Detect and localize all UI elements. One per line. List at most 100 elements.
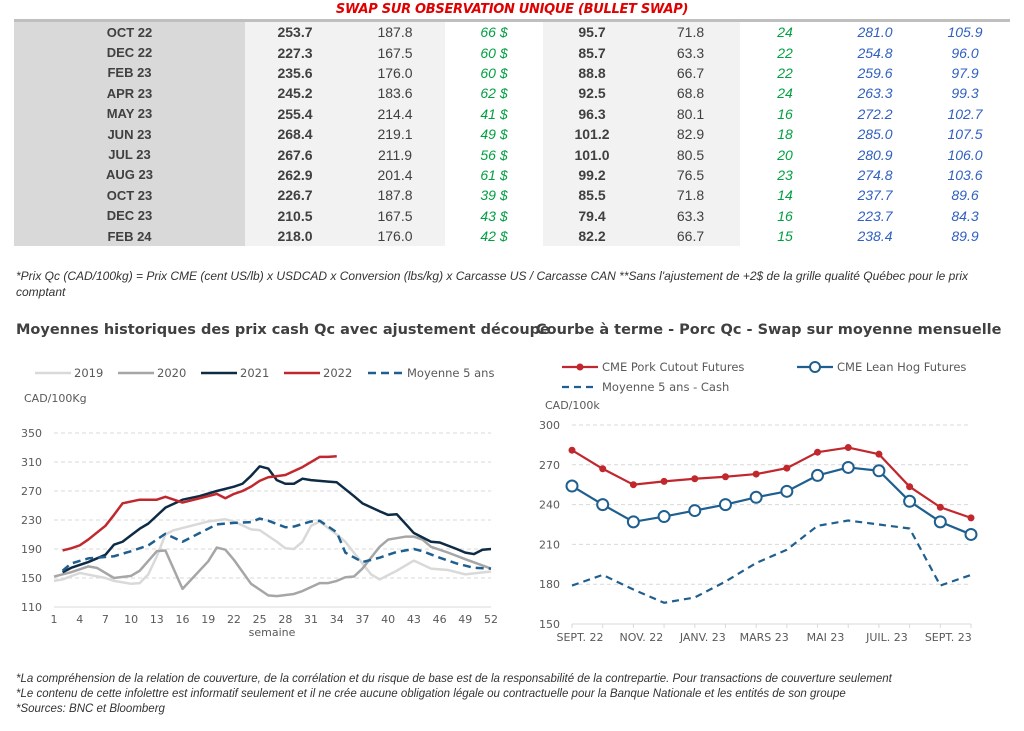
table-cell: 84.3 [951, 207, 979, 224]
table-cell: 106.0 [947, 146, 983, 163]
y-tick-label: 310 [21, 456, 42, 469]
series-line-2022 [62, 454, 337, 552]
table-cell: 285.0 [857, 126, 893, 143]
data-point [629, 481, 637, 489]
legend-label: 2019 [74, 366, 103, 380]
table-cell: 80.1 [641, 103, 740, 124]
table-cell: 16 [777, 105, 793, 122]
table-cell: 214.4 [345, 103, 445, 124]
table-cell: 79.4 [543, 205, 641, 226]
table-row: OCT 22 253.7 187.8 66 $ 95.7 71.8 24 281.0 105.9 [14, 22, 1010, 43]
x-tick-label: SEPT. 23 [925, 631, 972, 644]
table-cell: 238.4 [857, 228, 893, 245]
data-point [596, 498, 610, 512]
table-cell: 218.0 [245, 225, 345, 247]
table-cell: 60 $ [480, 64, 508, 81]
legend-label: CME Lean Hog Futures [837, 360, 966, 374]
table-cell: 176.0 [345, 225, 445, 247]
footer-note-2: *Le contenu de cette infolettre est info… [16, 688, 846, 700]
table-row: OCT 23 226.7 187.8 39 $ 85.5 71.8 14 237.7 89.6 [14, 185, 1010, 206]
table-row: APR 23 245.2 183.6 62 $ 92.5 68.8 24 263.3 99.3 [14, 83, 1010, 104]
swap-table: OCT 22 253.7 187.8 66 $95.7 71.8 24 281.0 105.9… [14, 22, 1010, 247]
table-cell: 82.2 [543, 225, 641, 247]
y-tick-label: 270 [21, 485, 42, 498]
x-tick-label: 52 [484, 613, 498, 626]
table-cell: 89.9 [951, 228, 979, 245]
data-point [811, 468, 825, 482]
data-point [780, 484, 794, 498]
y-tick-label: 110 [21, 601, 42, 614]
table-cell: 183.6 [345, 83, 445, 104]
x-tick-label: 19 [201, 613, 215, 626]
data-point [964, 527, 978, 541]
data-point [721, 473, 729, 481]
table-cell: 99.2 [543, 164, 641, 186]
series-line-2 [571, 519, 972, 604]
x-tick-label: 10 [124, 613, 138, 626]
y-axis-title: CAD/100k [545, 399, 600, 412]
table-cell: 263.3 [857, 85, 893, 102]
x-tick-label: 34 [330, 613, 344, 626]
table-cell: 201.4 [345, 164, 445, 186]
footer-note-3: *Sources: BNC et Bloomberg [16, 703, 165, 715]
y-tick-label: 270 [539, 459, 560, 472]
x-tick-label: 49 [458, 613, 472, 626]
table-cell: 274.8 [857, 166, 893, 183]
table-cell: 253.7 [245, 22, 345, 43]
table-cell: 61 $ [480, 166, 508, 183]
table-row: DEC 23 210.5 167.5 43 $ 79.4 63.3 16 223.7 84.3 [14, 205, 1010, 226]
table-cell: 101.0 [543, 144, 641, 165]
y-tick-label: 350 [21, 427, 42, 440]
y-tick-label: 190 [21, 543, 42, 556]
data-point [657, 510, 671, 524]
data-point [565, 479, 579, 493]
table-cell: 14 [777, 187, 793, 204]
table-cell: 99.3 [951, 85, 979, 102]
table-cell: 211.9 [345, 144, 445, 165]
y-tick-label: 150 [539, 618, 560, 631]
data-point [967, 514, 975, 522]
table-cell: 268.4 [245, 123, 345, 145]
legend-label: 2022 [323, 366, 352, 380]
table-cell: 20 [777, 146, 793, 163]
row-label: MAY 23 [14, 103, 245, 124]
table-cell: 92.5 [543, 83, 641, 104]
table-cell: 167.5 [345, 42, 445, 63]
table-cell: 89.6 [951, 187, 979, 204]
table-cell: 267.6 [245, 144, 345, 165]
x-axis-title: semaine [249, 626, 296, 639]
table-cell: 254.8 [857, 44, 893, 61]
table-cell: 187.8 [345, 185, 445, 206]
data-point [936, 503, 944, 511]
data-point [691, 475, 699, 483]
table-cell: 39 $ [480, 187, 508, 204]
left-chart-title: Moyennes historiques des prix cash Qc av… [16, 322, 550, 338]
table-cell: 71.8 [641, 22, 740, 43]
right-chart-title: Courbe à terme - Porc Qc - Swap sur moye… [536, 322, 1002, 338]
legend-label: CME Pork Cutout Futures [602, 360, 744, 374]
x-tick-label: 7 [102, 613, 109, 626]
table-cell: 95.7 [543, 22, 641, 43]
row-label: DEC 23 [14, 205, 245, 226]
data-point [599, 465, 607, 473]
series-line-0 [571, 446, 972, 519]
table-cell: 80.5 [641, 144, 740, 165]
table-cell: 262.9 [245, 164, 345, 186]
y-tick-label: 300 [539, 419, 560, 432]
y-tick-label: 180 [539, 578, 560, 591]
table-row: DEC 22 227.3 167.5 60 $ 85.7 63.3 22 254.8 96.0 [14, 42, 1010, 63]
row-label: APR 23 [14, 83, 245, 104]
table-cell: 24 [777, 85, 793, 102]
data-point [626, 515, 640, 529]
data-point [688, 504, 702, 518]
table-cell: 66.7 [641, 225, 740, 247]
x-tick-label: 13 [150, 613, 164, 626]
data-point [660, 477, 668, 485]
data-point [752, 470, 760, 478]
table-cell: 43 $ [480, 207, 508, 224]
table-cell: 259.6 [857, 64, 893, 81]
table-cell: 227.3 [245, 42, 345, 63]
forward-curve-chart: 150 180 210 240 270 300 SEPT. 22 NOV. 22 JANV. 2… [539, 360, 978, 644]
data-point [814, 448, 822, 456]
table-note: *Prix Qc (CAD/100kg) = Prix CME (cent US… [16, 269, 968, 299]
